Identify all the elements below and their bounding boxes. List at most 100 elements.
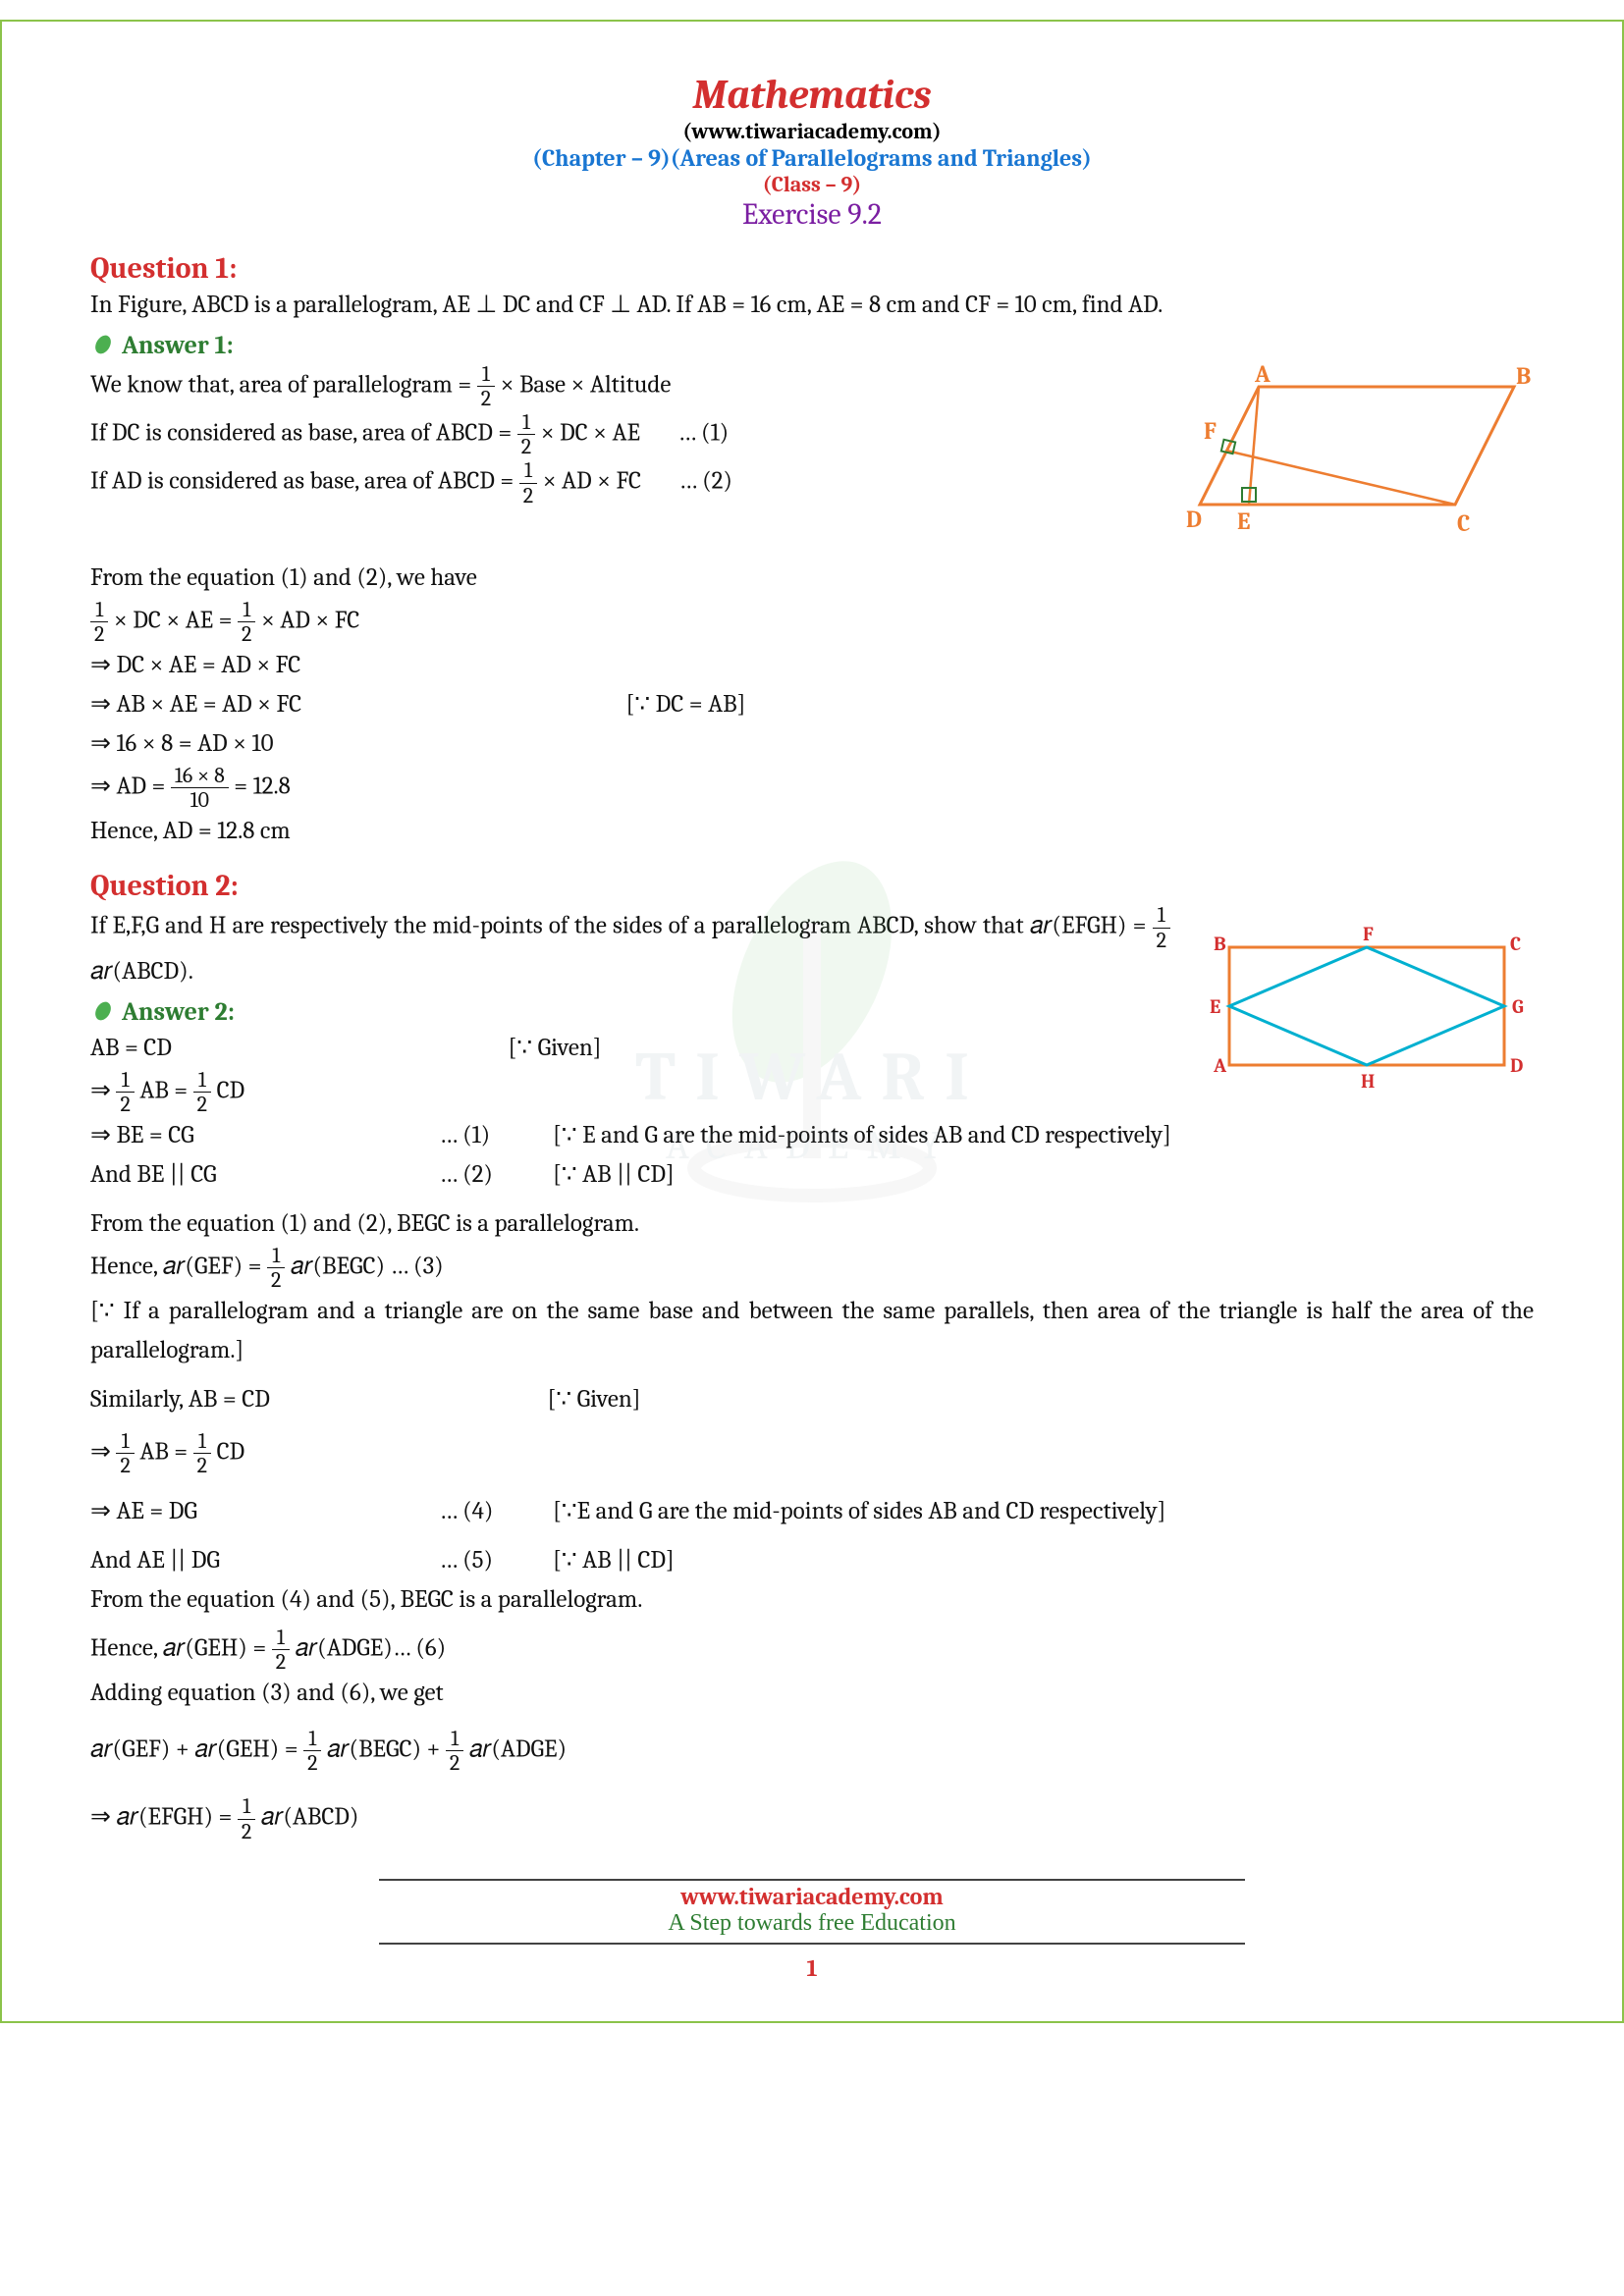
q1-step5-tail: = 12.8 bbox=[234, 773, 290, 801]
page-footer: www.tiwariacademy.com A Step towards fre… bbox=[90, 1873, 1534, 1982]
exercise-line: Exercise 9.2 bbox=[90, 197, 1534, 232]
half-fraction: 12 bbox=[267, 1244, 285, 1292]
svg-text:C: C bbox=[1510, 933, 1521, 955]
svg-text:E: E bbox=[1210, 995, 1220, 1018]
q1-step1: 12 × DC × AE = 12 × AD × FC bbox=[90, 598, 1534, 646]
q2-s1-note: [∵ Given] bbox=[509, 1034, 602, 1062]
q1-intro-tail: × Base × Altitude bbox=[501, 370, 672, 399]
leaf-icon bbox=[90, 333, 116, 362]
class-line: (Class – 9) bbox=[90, 172, 1534, 197]
svg-text:G: G bbox=[1512, 995, 1524, 1018]
q2-s1-eq: AB = CD bbox=[90, 1029, 503, 1068]
svg-text:H: H bbox=[1361, 1070, 1375, 1093]
header-url: (www.tiwariacademy.com) bbox=[90, 119, 1534, 144]
q1-step4: ⇒ 16 × 8 = AD × 10 bbox=[90, 724, 1534, 764]
q2-s8: Similarly, AB = CD [∵ Given] bbox=[90, 1380, 1534, 1419]
q1-eq2: … (2) bbox=[679, 467, 732, 496]
question-2-heading: Question 2: bbox=[90, 869, 1534, 903]
q2-s2-m: AB = bbox=[139, 1076, 192, 1104]
q2-s15-tail: 𝑎𝑟(ADGE) bbox=[469, 1735, 567, 1764]
q2-s3-note: [∵ E and G are the mid-points of sides A… bbox=[553, 1121, 1171, 1149]
q2-s7: [∵ If a parallelogram and a triangle are… bbox=[90, 1292, 1534, 1370]
q1-step1-r: × AD × FC bbox=[261, 606, 359, 634]
figure-q2: A B C D E F G H bbox=[1200, 923, 1534, 1099]
q1-step2: ⇒ DC × AE = AD × FC bbox=[90, 646, 1534, 685]
q2-s6: Hence, 𝑎𝑟(GEF) = 12 𝑎𝑟(BEGC) … (3) bbox=[90, 1244, 1534, 1292]
footer-url: www.tiwariacademy.com bbox=[90, 1883, 1534, 1910]
q1-result: Hence, AD = 12.8 cm bbox=[90, 812, 1534, 851]
q2-s4-num: … (2) bbox=[440, 1155, 548, 1195]
q2-s2-r: CD bbox=[217, 1076, 245, 1104]
q1-eq1: … (1) bbox=[677, 419, 729, 448]
q2-s15-pre: 𝑎𝑟(GEF) + 𝑎𝑟(GEH) = bbox=[90, 1735, 303, 1764]
half-fraction: 12 bbox=[193, 1429, 211, 1477]
q2-s9-l: ⇒ bbox=[90, 1438, 116, 1467]
q1-dc-tail: × DC × AE bbox=[541, 419, 640, 448]
q2-s16-pre: ⇒ 𝑎𝑟(EFGH) = bbox=[90, 1803, 238, 1832]
q2-s16-tail: 𝑎𝑟(ABCD) bbox=[261, 1803, 359, 1832]
q2-s4-note: [∵ AB || CD] bbox=[553, 1160, 675, 1189]
svg-text:B: B bbox=[1214, 933, 1226, 955]
svg-text:C: C bbox=[1457, 509, 1470, 537]
q2-s13-pre: Hence, 𝑎𝑟(GEH) = bbox=[90, 1633, 272, 1662]
half-fraction: 12 bbox=[193, 1068, 211, 1116]
footer-divider bbox=[379, 1879, 1245, 1881]
q2-s8-note: [∵ Given] bbox=[548, 1385, 641, 1414]
answer-2-label: Answer 2: bbox=[122, 997, 235, 1027]
svg-text:E: E bbox=[1237, 507, 1250, 535]
q2-text-pre: If E,F,G and H are respectively the mid-… bbox=[90, 912, 1030, 940]
svg-text:F: F bbox=[1204, 417, 1217, 445]
half-fraction: 12 bbox=[303, 1727, 321, 1775]
q2-s13-tail: 𝑎𝑟(ADGE)… (6) bbox=[296, 1633, 447, 1662]
q2-s12: From the equation (4) and (5), BEGC is a… bbox=[90, 1580, 1534, 1620]
q1-from: From the equation (1) and (2), we have bbox=[90, 559, 1534, 598]
q2-s10-note: [∵E and G are the mid-points of sides AB… bbox=[553, 1497, 1165, 1525]
svg-text:D: D bbox=[1510, 1054, 1523, 1077]
q1-step3-eq: ⇒ AB × AE = AD × FC bbox=[90, 685, 621, 724]
half-fraction: 12 bbox=[116, 1429, 134, 1477]
page-container: TIWARI ACADEMY Mathematics (www.tiwariac… bbox=[0, 20, 1624, 2023]
q1-ad-tail: × AD × FC bbox=[543, 467, 641, 496]
question-1-text: In Figure, ABCD is a parallelogram, AE ⊥… bbox=[90, 286, 1534, 325]
svg-text:B: B bbox=[1516, 362, 1531, 390]
half-fraction: 12 bbox=[519, 458, 537, 507]
chapter-line: (Chapter – 9)(Areas of Parallelograms an… bbox=[90, 144, 1534, 172]
footer-slogan: A Step towards free Education bbox=[90, 1910, 1534, 1937]
half-fraction: 12 bbox=[446, 1727, 463, 1775]
svg-text:A: A bbox=[1254, 362, 1271, 388]
q2-s6-tail: 𝑎𝑟(BEGC) … (3) bbox=[291, 1252, 444, 1280]
q2-s2-l: ⇒ bbox=[90, 1076, 116, 1104]
q2-s16: ⇒ 𝑎𝑟(EFGH) = 12 𝑎𝑟(ABCD) bbox=[90, 1794, 1534, 1842]
q2-s10-num: … (4) bbox=[440, 1492, 548, 1531]
q2-s10: ⇒ AE = DG … (4) [∵E and G are the mid-po… bbox=[90, 1492, 1534, 1531]
q2-s9-r: CD bbox=[217, 1438, 245, 1467]
q2-s11: And AE || DG … (5) [∵ AB || CD] bbox=[90, 1541, 1534, 1580]
q2-s15-mid: 𝑎𝑟(BEGC) + bbox=[327, 1735, 446, 1764]
half-fraction: 12 bbox=[1153, 903, 1170, 951]
half-fraction: 12 bbox=[238, 1794, 255, 1842]
fraction-result: 16 × 810 bbox=[171, 764, 229, 812]
q2-s5: From the equation (1) and (2), BEGC is a… bbox=[90, 1204, 1534, 1244]
q1-dc-pre: If DC is considered as base, area of ABC… bbox=[90, 419, 517, 448]
q2-s9-m: AB = bbox=[139, 1438, 192, 1467]
q2-s11-eq: And AE || DG bbox=[90, 1541, 434, 1580]
page-title: Mathematics bbox=[90, 71, 1534, 119]
half-fraction: 12 bbox=[116, 1068, 134, 1116]
answer-1-heading: Answer 1: bbox=[90, 331, 1534, 362]
q2-s3-eq: ⇒ BE = CG bbox=[90, 1116, 434, 1155]
q1-intro-pre: We know that, area of parallelogram = bbox=[90, 370, 477, 399]
q2-s13: Hence, 𝑎𝑟(GEH) = 12 𝑎𝑟(ADGE)… (6) bbox=[90, 1626, 1534, 1674]
svg-text:D: D bbox=[1186, 506, 1202, 533]
q1-step5-pre: ⇒ AD = bbox=[90, 773, 171, 801]
q1-ad-pre: If AD is considered as base, area of ABC… bbox=[90, 467, 519, 496]
question-1-heading: Question 1: bbox=[90, 251, 1534, 286]
q2-s3-num: … (1) bbox=[440, 1116, 548, 1155]
q2-s11-num: … (5) bbox=[440, 1541, 548, 1580]
figure-q1: A B C D E F bbox=[1161, 362, 1534, 559]
q1-step5: ⇒ AD = 16 × 810 = 12.8 bbox=[90, 764, 1534, 812]
half-fraction: 12 bbox=[517, 410, 535, 458]
leaf-icon bbox=[90, 999, 116, 1029]
q1-step3: ⇒ AB × AE = AD × FC [∵ DC = AB] bbox=[90, 685, 1534, 724]
q2-s3: ⇒ BE = CG … (1) [∵ E and G are the mid-p… bbox=[90, 1116, 1534, 1155]
q2-s14: Adding equation (3) and (6), we get bbox=[90, 1674, 1534, 1713]
